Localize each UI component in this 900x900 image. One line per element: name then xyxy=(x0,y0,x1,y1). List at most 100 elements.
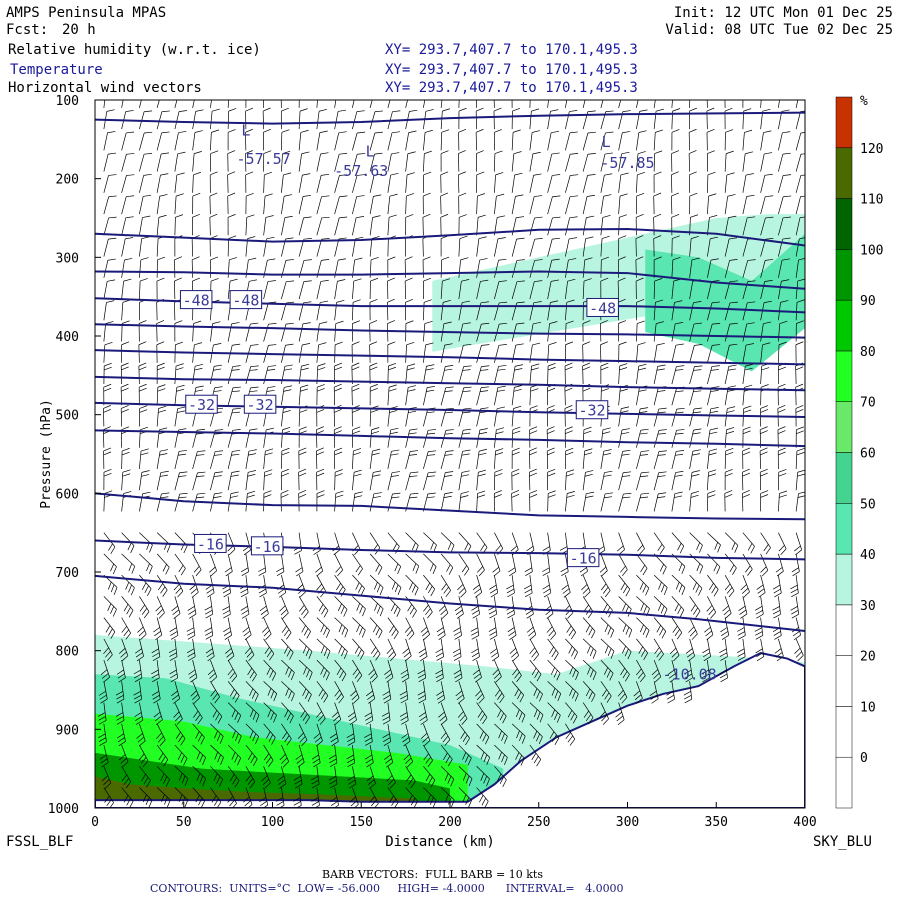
wind-barb-feather xyxy=(388,362,397,367)
wind-barb-feather xyxy=(762,342,771,346)
wind-barb-feather xyxy=(351,387,360,392)
wind-barb-feather xyxy=(351,383,360,388)
wind-barb-feather xyxy=(352,426,361,431)
wind-barb-feather xyxy=(695,610,701,618)
wind-barb xyxy=(352,766,357,785)
wind-barb-feather xyxy=(600,320,608,324)
wind-barb-feather xyxy=(754,627,763,632)
wind-barb-feather xyxy=(264,473,273,477)
wind-barb-feather xyxy=(103,778,110,786)
wind-barb xyxy=(600,196,604,215)
wind-barb-feather xyxy=(245,128,253,133)
wind-barb-feather xyxy=(370,277,379,282)
wind-barb-feather xyxy=(710,390,719,392)
wind-barb-feather xyxy=(781,258,790,261)
wind-barb-feather xyxy=(317,367,326,371)
wind-barb-feather xyxy=(701,673,710,679)
wind-barb xyxy=(352,659,363,676)
wind-barb-feather xyxy=(521,736,526,744)
wind-barb-feather xyxy=(640,603,645,611)
wind-barb-feather xyxy=(117,673,125,679)
wind-barb-feather xyxy=(110,546,116,554)
wind-barb xyxy=(529,239,536,257)
wind-barb-feather xyxy=(482,733,487,742)
wind-barb-feather xyxy=(213,390,222,392)
wind-barb-feather xyxy=(406,193,415,197)
wind-barb-feather xyxy=(392,543,398,551)
wind-barb-feather xyxy=(529,634,537,641)
wind-barb xyxy=(156,787,171,801)
wind-barb-feather xyxy=(708,473,716,477)
wind-barb-feather xyxy=(106,109,115,112)
wind-barb xyxy=(653,451,660,470)
wind-barb-feather xyxy=(279,605,286,612)
wind-barb-feather xyxy=(170,635,179,640)
wind-barb-feather xyxy=(232,777,237,785)
wind-barb xyxy=(671,574,686,588)
wind-barb-feather xyxy=(777,430,786,434)
wind-barb-feather xyxy=(337,88,345,90)
wind-barb-feather xyxy=(228,108,237,112)
wind-barb-feather xyxy=(642,627,647,636)
wind-barb-feather xyxy=(529,472,537,477)
wind-barb-feather xyxy=(128,584,132,593)
wind-barb-feather xyxy=(234,712,239,721)
wind-barb-feather xyxy=(214,471,223,474)
wind-barb-feather xyxy=(701,669,709,675)
wind-barb-feather xyxy=(175,587,182,594)
wind-barb-feather xyxy=(569,666,574,675)
wind-barb-feather xyxy=(616,715,624,722)
wind-barb-feather xyxy=(572,690,576,699)
wind-barb-feather xyxy=(418,648,426,654)
wind-barb-feather xyxy=(489,613,497,619)
wind-barb-feather xyxy=(346,758,355,764)
wind-barb-feather xyxy=(783,174,792,176)
wind-barb-feather xyxy=(742,493,750,498)
wind-barb-feather xyxy=(160,586,166,594)
wind-barb xyxy=(121,660,126,678)
wind-barb-feather xyxy=(325,630,330,638)
wind-barb-feather xyxy=(427,385,436,388)
wind-barb-feather xyxy=(195,714,201,722)
wind-barb-feather xyxy=(585,236,594,240)
wind-barb xyxy=(547,175,553,193)
wind-barb-feather xyxy=(244,800,251,807)
wind-barb-feather xyxy=(138,630,145,637)
wind-barb-feather xyxy=(343,651,348,660)
wind-barb-feather xyxy=(397,587,402,596)
wind-barb-feather xyxy=(584,591,591,598)
wind-barb-feather xyxy=(115,712,124,717)
wind-barb-feather xyxy=(423,277,432,282)
wind-barb-feather xyxy=(212,693,218,700)
wind-barb xyxy=(387,387,390,406)
wind-barb xyxy=(493,100,495,108)
wind-barb-feather xyxy=(582,387,591,392)
wind-barb-feather xyxy=(684,673,693,679)
wind-barb xyxy=(298,617,311,632)
wind-barb-feather xyxy=(677,543,682,551)
wind-barb xyxy=(742,532,755,547)
wind-barb xyxy=(387,532,400,547)
wind-barb xyxy=(707,387,712,406)
wind-barb xyxy=(405,408,410,427)
wind-barb-feather xyxy=(209,566,216,573)
wind-barb xyxy=(636,153,639,172)
wind-barb-feather xyxy=(303,259,312,261)
wind-barb-feather xyxy=(547,366,556,371)
contour-label-box xyxy=(250,536,284,556)
wind-barb-feather xyxy=(166,799,171,808)
wind-barb xyxy=(724,638,728,657)
wind-barb-feather xyxy=(337,603,342,612)
wind-barb xyxy=(547,132,552,151)
wind-barb-feather xyxy=(531,108,540,112)
wind-barb-feather xyxy=(108,237,117,240)
wind-barb-feather xyxy=(152,694,160,700)
wind-barb-feather xyxy=(543,588,551,594)
wind-barb-feather xyxy=(478,697,485,704)
wind-barb-feather xyxy=(795,409,804,413)
wind-barb xyxy=(369,596,384,610)
wind-barb-feather xyxy=(551,688,556,696)
temperature-contour xyxy=(95,492,805,521)
wind-barb xyxy=(440,574,451,591)
wind-barb-feather xyxy=(796,430,804,434)
